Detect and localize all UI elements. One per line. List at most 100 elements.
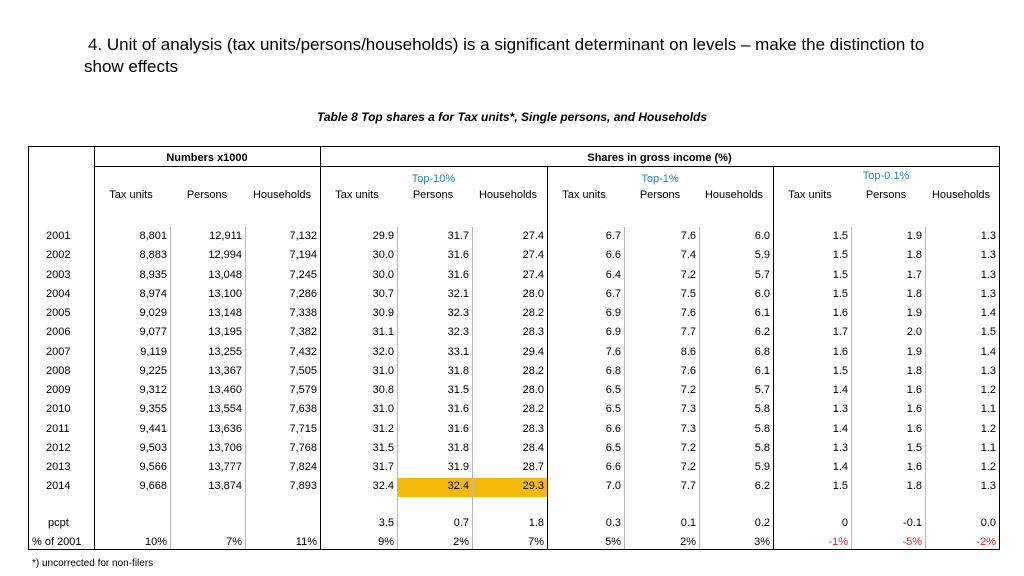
table-cell: 1.7 <box>832 326 848 339</box>
table-cell: 1.3 <box>832 441 848 454</box>
table-cell: 7.7 <box>680 326 696 339</box>
table-cell: 7.4 <box>680 249 696 262</box>
table-cell: 7.7 <box>680 480 696 493</box>
column-header: Tax units <box>109 189 153 201</box>
column-header: Households <box>931 189 991 201</box>
table-cell: 1.2 <box>980 461 996 473</box>
table-cell: 5.9 <box>754 249 770 262</box>
table-cell: 1.4 <box>832 384 848 396</box>
table-cell: 28.3 <box>522 422 544 435</box>
table-cell: 9,441 <box>139 422 167 435</box>
table-cell: 6.0 <box>754 287 770 300</box>
pct-2001-cell: 7% <box>528 536 544 548</box>
table-cell: 5.8 <box>754 422 770 435</box>
table-cell: 9,077 <box>139 326 167 339</box>
pcpt-cell: 3.5 <box>378 517 394 529</box>
table-cell: 12,994 <box>208 249 242 262</box>
table-cell: 7,338 <box>289 307 317 319</box>
table-cell: 7.6 <box>680 364 696 377</box>
table-cell: 9,119 <box>140 345 167 358</box>
column-separator <box>170 227 171 549</box>
table-cell: 6.5 <box>605 441 621 454</box>
table-bottom-border <box>28 549 1000 550</box>
pct-2001-cell: 5% <box>605 536 621 548</box>
table-cell: 9,029 <box>139 307 167 319</box>
table-cell: 6.6 <box>605 422 621 435</box>
table-cell: 7.6 <box>605 345 621 358</box>
table-cell: 27.4 <box>522 249 544 262</box>
table-cell: 1.2 <box>980 422 996 435</box>
pcpt-cell: 0.0 <box>980 517 996 529</box>
table-cell: 31.2 <box>372 422 394 435</box>
table-cell: 7,579 <box>289 384 317 396</box>
subgroup-header-2: Top-1% <box>641 173 679 185</box>
table-cell: 30.7 <box>372 287 394 300</box>
table-cell: 31.7 <box>372 461 394 473</box>
table-cell: 1.3 <box>832 403 848 416</box>
table-cell: 5.7 <box>754 384 770 396</box>
table-cell: 5.8 <box>754 441 770 454</box>
table-cell: 6.2 <box>754 480 770 493</box>
table-cell: 13,874 <box>208 480 242 493</box>
pct-2001-cell: 9% <box>378 536 394 548</box>
table-cell: 1.4 <box>980 345 996 358</box>
table-cell: 7.3 <box>680 422 696 435</box>
table-cell: 9,312 <box>139 384 167 396</box>
pcpt-cell: -0.1 <box>903 517 922 529</box>
numbers-group-header: Numbers x1000 <box>166 152 248 164</box>
table-cell: 9,566 <box>139 461 167 473</box>
column-header: Persons <box>412 189 454 201</box>
highlight-cell <box>473 478 547 498</box>
table-cell: 27.4 <box>522 230 544 242</box>
pct-2001-cell: 11% <box>295 536 317 548</box>
table-cell: 1.3 <box>980 364 996 377</box>
row-year: 2009 <box>46 384 71 396</box>
table-cell: 31.8 <box>447 364 469 377</box>
table-cell: 13,148 <box>208 307 242 319</box>
row-year: 2002 <box>46 249 71 262</box>
table-cell: 7.2 <box>680 384 696 396</box>
table-cell: 5.7 <box>754 268 770 281</box>
row-year: 2004 <box>46 287 71 300</box>
table-cell: 1.6 <box>906 461 922 473</box>
row-year: 2010 <box>46 403 71 416</box>
table-title: Table 8 Top shares a for Tax units*, Sin… <box>316 110 708 124</box>
column-header: Tax units <box>335 189 379 201</box>
table-cell: 1.1 <box>980 403 996 416</box>
column-separator <box>925 227 926 549</box>
table-cell: 1.8 <box>906 480 922 493</box>
table-cell: 7.3 <box>680 403 696 416</box>
table-cell: 2.0 <box>906 326 922 339</box>
column-header: Households <box>478 189 538 201</box>
frame-left <box>28 146 29 550</box>
row-year: 2014 <box>46 480 71 493</box>
table-cell: 30.0 <box>372 268 394 281</box>
pct-2001-cell: 2% <box>680 536 696 548</box>
table-cell: 28.7 <box>522 461 544 473</box>
table-cell: 6.5 <box>605 384 621 396</box>
table-cell: 6.7 <box>605 230 621 242</box>
table-cell: 13,100 <box>208 287 242 300</box>
table-cell: 13,636 <box>208 422 242 435</box>
table-cell: 7,194 <box>289 249 317 262</box>
table-cell: 1.3 <box>980 480 996 493</box>
table-cell: 1.7 <box>906 268 922 281</box>
table-cell: 6.9 <box>605 307 621 319</box>
subgroup-header-3: Top-0.1% <box>862 170 910 182</box>
footnote: *) uncorrected for non-filers <box>32 558 154 569</box>
table-cell: 31.5 <box>372 441 394 454</box>
table-cell: 5.9 <box>754 461 770 473</box>
table-cell: 6.0 <box>754 230 770 242</box>
pct-2001-cell: -5% <box>902 536 922 548</box>
column-separator <box>397 227 398 549</box>
column-header: Tax units <box>562 189 606 201</box>
table-cell: 7,638 <box>289 403 317 416</box>
table-cell: 1.6 <box>906 384 922 396</box>
table-cell: 9,668 <box>139 480 167 493</box>
table-cell: 7,893 <box>289 480 317 493</box>
table-cell: 1.6 <box>832 307 848 319</box>
table-cell: 29.9 <box>372 230 394 242</box>
table-cell: 1.3 <box>980 268 996 281</box>
pcpt-cell: 0.7 <box>453 517 469 529</box>
table-cell: 1.4 <box>980 307 996 319</box>
